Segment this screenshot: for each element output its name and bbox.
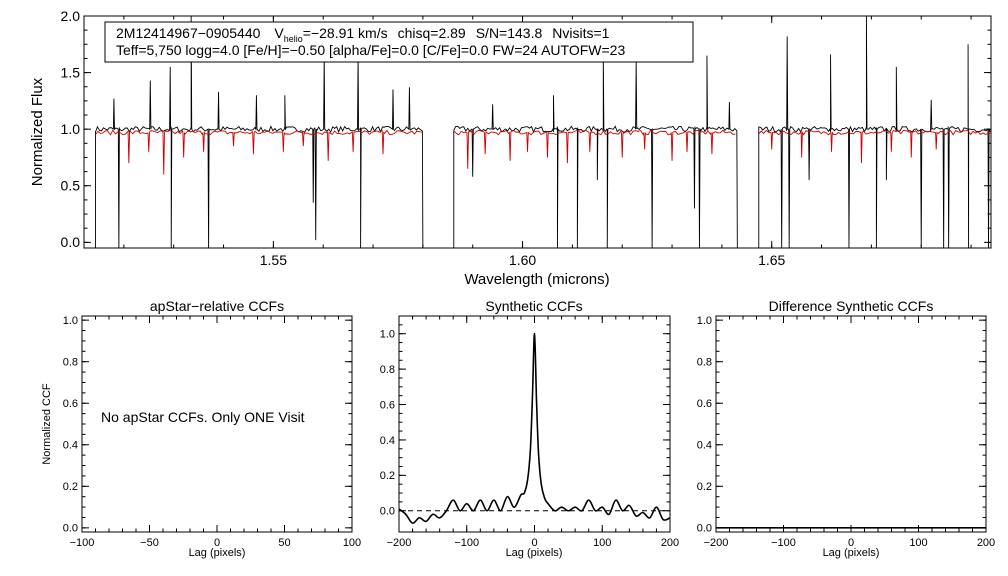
spectrum-y-axis-label: Normalized Flux bbox=[29, 77, 46, 186]
synthetic-ccf-y-tick-label-4: 0.8 bbox=[380, 364, 395, 376]
difference-ccf-y-tick-label-3: 0.6 bbox=[697, 398, 712, 410]
spectrum-y-tick-label-1: 0.5 bbox=[61, 178, 81, 194]
apstar-ccf-y-tick-label-5: 1.0 bbox=[63, 315, 78, 327]
synthetic-ccf-title: Synthetic CCFs bbox=[485, 298, 582, 314]
annotation-vhelio-subscript: helio bbox=[284, 34, 303, 44]
annotation-nvisits: Nvisits=1 bbox=[552, 25, 609, 41]
observed-spectrum-chip-1 bbox=[453, 55, 738, 248]
synthetic-ccf-x-tick-label-4: 200 bbox=[661, 537, 679, 549]
model-spectrum-chip-2 bbox=[758, 129, 991, 164]
spectrum-x-tick-label-2: 1.65 bbox=[758, 252, 785, 268]
difference-ccf-y-tick-label-4: 0.8 bbox=[697, 357, 712, 369]
spectrum-series-group bbox=[95, 16, 991, 248]
synthetic-ccf-y-tick-label-3: 0.6 bbox=[380, 399, 395, 411]
apstar-ccf-panel: −100 −50 0 50 100 0.0 0.2 0.4 0.6 0.8 1.0 apStar−r… bbox=[41, 298, 361, 559]
observed-spectrum-chip-0 bbox=[95, 16, 424, 248]
spectrum-ticks: 1.55 1.60 1.65 0.0 0.5 1.0 1.5 2.0 bbox=[61, 8, 991, 268]
spectrum-panel: 1.55 1.60 1.65 0.0 0.5 1.0 1.5 2.0 2M12414967−0… bbox=[29, 8, 992, 288]
synthetic-ccf-x-tick-label-0: −200 bbox=[387, 537, 412, 549]
annotation-line-2: Teff=5,750 logg=4.0 [Fe/H]=−0.50 [alpha/… bbox=[116, 42, 625, 58]
apstar-ccf-y-tick-label-0: 0.0 bbox=[63, 523, 78, 535]
synthetic-ccf-y-tick-label-2: 0.4 bbox=[380, 435, 395, 447]
difference-ccf-y-tick-label-1: 0.2 bbox=[697, 481, 712, 493]
apstar-ccf-x-tick-label-4: 100 bbox=[343, 537, 361, 549]
observed-spectrum-chip-2 bbox=[758, 16, 991, 248]
model-spectrum-chip-0 bbox=[95, 129, 422, 175]
difference-ccf-ticks: −200 −100 0 100 200 0.0 0.2 0.4 0.6 0.8 1.0 bbox=[697, 315, 995, 549]
annotation-box bbox=[104, 21, 694, 63]
spectrum-x-axis-label: Wavelength (microns) bbox=[464, 271, 609, 288]
difference-ccf-panel: −200 −100 0 100 200 0.0 0.2 0.4 0.6 0.8 1.0 Differ… bbox=[697, 298, 995, 559]
apstar-ccf-x-tick-label-0: −100 bbox=[70, 537, 95, 549]
apstar-ccf-x-tick-label-3: 50 bbox=[278, 537, 290, 549]
synthetic-ccf-y-tick-label-1: 0.2 bbox=[380, 470, 395, 482]
apstar-ccf-ticks: −100 −50 0 50 100 0.0 0.2 0.4 0.6 0.8 1.0 bbox=[63, 315, 361, 549]
apstar-ccf-y-axis-label: Normalized CCF bbox=[41, 383, 53, 465]
apstar-ccf-title: apStar−relative CCFs bbox=[150, 298, 284, 314]
annotation-line-1: 2M12414967−0905440 Vhelio=−28.91 km/s chis… bbox=[116, 25, 610, 44]
apstar-ccf-x-tick-label-1: −50 bbox=[140, 537, 159, 549]
annotation-star-id: 2M12414967−0905440 bbox=[116, 25, 261, 41]
synthetic-ccf-x-tick-label-2: 0 bbox=[531, 537, 537, 549]
synthetic-ccf-curve bbox=[398, 332, 671, 524]
difference-ccf-frame bbox=[715, 315, 987, 533]
difference-ccf-y-tick-label-0: 0.0 bbox=[697, 523, 712, 535]
spectrum-y-tick-label-4: 2.0 bbox=[61, 8, 81, 24]
model-spectrum-chip-1 bbox=[453, 129, 736, 169]
synthetic-ccf-panel: −200 −100 0 100 200 0.0 0.2 0.4 0.6 0.8 1.0 Synthe… bbox=[380, 298, 679, 559]
synthetic-ccf-y-tick-label-5: 1.0 bbox=[380, 329, 395, 341]
annotation-sn: S/N=143.8 bbox=[476, 25, 543, 41]
difference-ccf-x-tick-label-0: −200 bbox=[704, 537, 729, 549]
difference-ccf-x-tick-label-4: 200 bbox=[977, 537, 995, 549]
synthetic-ccf-series-group bbox=[398, 332, 671, 524]
difference-ccf-x-tick-label-3: 100 bbox=[909, 537, 927, 549]
spectrum-x-tick-label-1: 1.60 bbox=[509, 252, 536, 268]
spectrum-y-tick-label-0: 0.0 bbox=[61, 234, 81, 250]
apstar-ccf-x-tick-label-2: 0 bbox=[214, 537, 220, 549]
synthetic-ccf-y-tick-label-0: 0.0 bbox=[380, 506, 395, 518]
difference-ccf-x-axis-label: Lag (pixels) bbox=[823, 547, 880, 559]
apstar-ccf-y-tick-label-2: 0.4 bbox=[63, 440, 78, 452]
spectrum-x-tick-label-0: 1.55 bbox=[260, 252, 287, 268]
apstar-ccf-y-tick-label-4: 0.8 bbox=[63, 357, 78, 369]
difference-ccf-title: Difference Synthetic CCFs bbox=[769, 298, 934, 314]
difference-ccf-x-tick-label-2: 0 bbox=[848, 537, 854, 549]
difference-ccf-x-tick-label-1: −100 bbox=[771, 537, 796, 549]
spectrum-plot-frame bbox=[83, 15, 992, 249]
annotation-vhelio-value: =−28.91 km/s bbox=[303, 25, 388, 41]
spectrum-y-tick-label-2: 1.0 bbox=[61, 121, 81, 137]
synthetic-ccf-x-tick-label-3: 100 bbox=[593, 537, 611, 549]
synthetic-ccf-ticks: −200 −100 0 100 200 0.0 0.2 0.4 0.6 0.8 1.0 bbox=[380, 315, 679, 549]
annotation-chisq: chisq=2.89 bbox=[398, 25, 466, 41]
spectrum-y-tick-label-3: 1.5 bbox=[61, 64, 81, 80]
apstar-ccf-y-tick-label-3: 0.6 bbox=[63, 398, 78, 410]
apstar-ccf-x-axis-label: Lag (pixels) bbox=[189, 547, 246, 559]
difference-ccf-y-tick-label-2: 0.4 bbox=[697, 440, 712, 452]
difference-ccf-y-tick-label-5: 1.0 bbox=[697, 315, 712, 327]
annotation-vhelio-symbol: V bbox=[274, 25, 284, 41]
apstar-ccf-message: No apStar CCFs. Only ONE Visit bbox=[101, 409, 305, 425]
synthetic-ccf-x-axis-label: Lag (pixels) bbox=[506, 547, 563, 559]
apstar-ccf-y-tick-label-1: 0.2 bbox=[63, 481, 78, 493]
synthetic-ccf-x-tick-label-1: −100 bbox=[454, 537, 479, 549]
